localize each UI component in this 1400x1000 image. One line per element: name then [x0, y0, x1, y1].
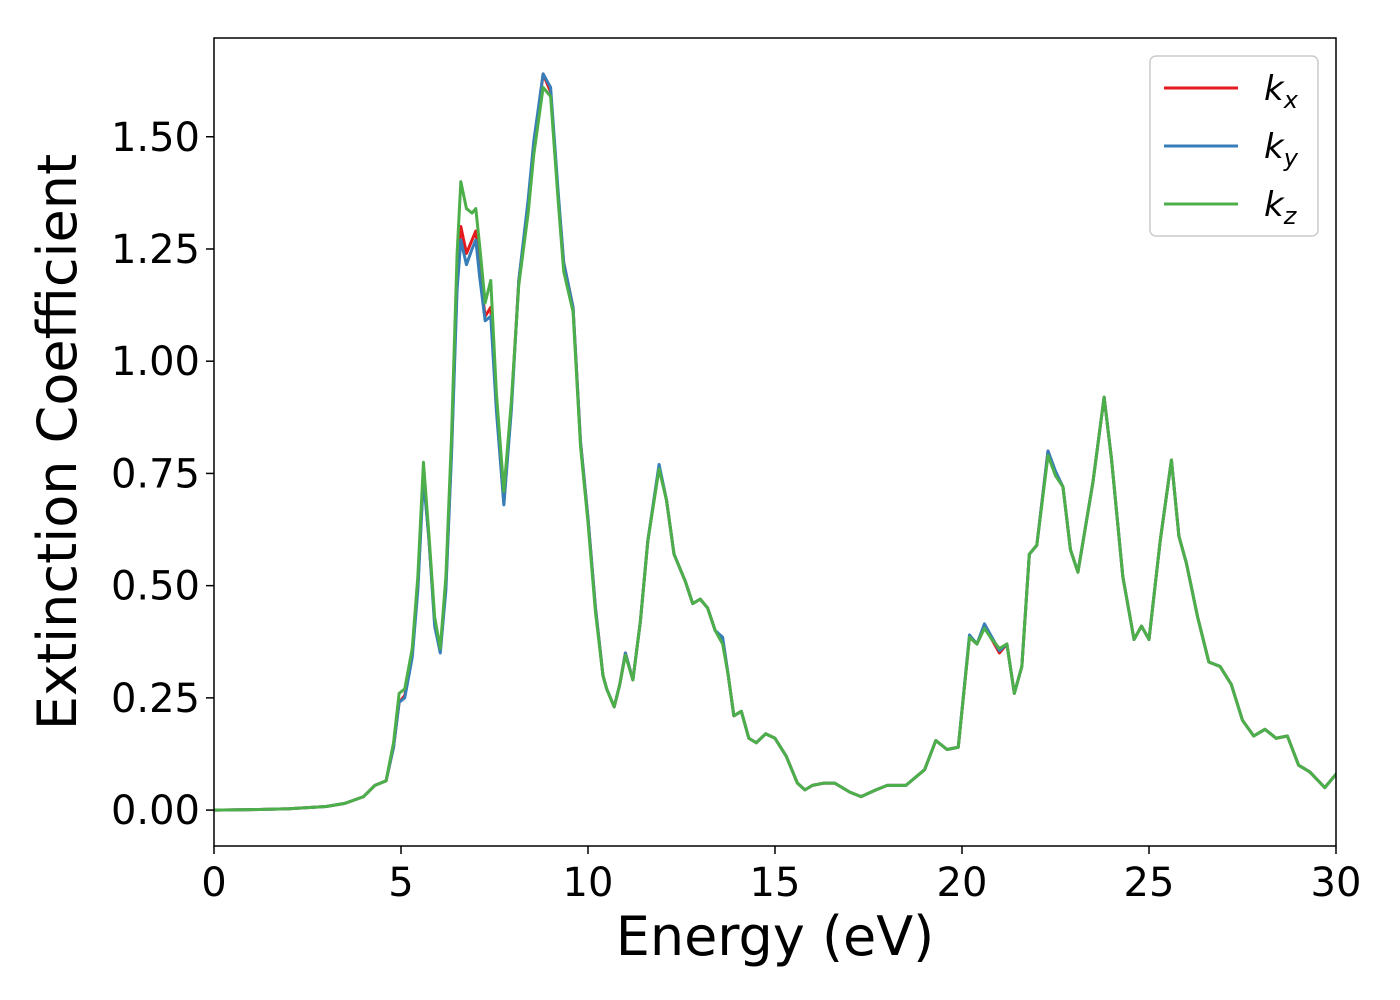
legend-entry-kz: kz: [1264, 185, 1298, 230]
plot-lines: [214, 72, 1336, 812]
x-axis-ticks: 0 5 10 15 20 25 30: [201, 846, 1361, 906]
x-axis-title: Energy (eV): [616, 905, 935, 968]
x-tick-label: 25: [1124, 860, 1175, 906]
x-tick-label: 0: [201, 860, 226, 906]
legend-entry-ky: ky: [1264, 127, 1299, 172]
y-tick-label: 0.75: [111, 451, 200, 497]
x-tick-label: 30: [1311, 860, 1362, 906]
y-tick-label: 1.50: [111, 115, 200, 161]
y-tick-label: 0.00: [111, 788, 200, 834]
y-axis-ticks: 0.00 0.25 0.50 0.75 1.00 1.25 1.50: [111, 115, 214, 834]
legend-entry-kx: kx: [1264, 69, 1299, 114]
y-tick-label: 0.25: [111, 676, 200, 722]
x-tick-label: 20: [937, 860, 988, 906]
series-line-kz: [214, 85, 1336, 812]
y-axis-title: Extinction Coefficient: [26, 154, 89, 730]
x-tick-label: 5: [388, 860, 413, 906]
y-tick-label: 0.50: [111, 564, 200, 610]
legend: kx ky kz: [1149, 55, 1319, 237]
y-tick-label: 1.25: [111, 227, 200, 273]
x-tick-label: 10: [563, 860, 614, 906]
x-tick-label: 15: [750, 860, 801, 906]
y-tick-label: 1.00: [111, 339, 200, 385]
